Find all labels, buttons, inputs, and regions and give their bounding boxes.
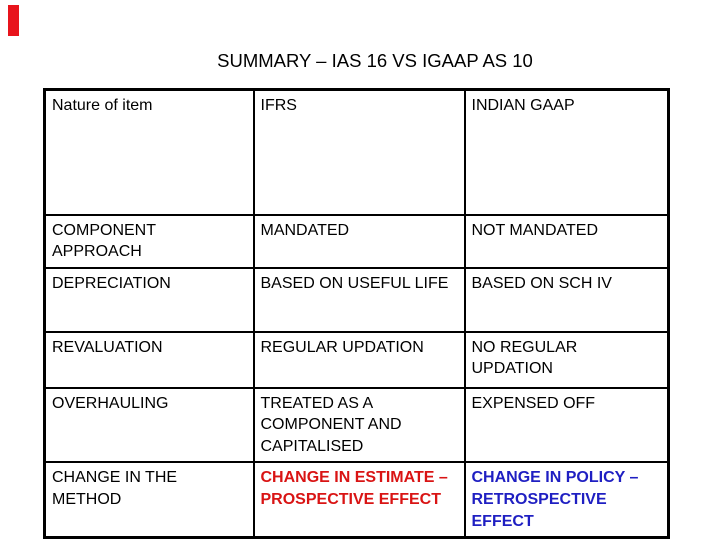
header-cell-indian-gaap: INDIAN GAAP xyxy=(463,88,670,216)
cell-depreciation-igaap: BASED ON SCH IV xyxy=(463,266,670,333)
header-cell-nature-of-item: Nature of item xyxy=(43,88,255,216)
table-row: CHANGE IN THE METHOD CHANGE IN ESTIMATE … xyxy=(43,461,670,539)
cell-overhauling: OVERHAULING xyxy=(43,386,255,464)
cell-depreciation-ifrs: BASED ON USEFUL LIFE xyxy=(252,266,466,333)
cell-component-approach-ifrs: MANDATED xyxy=(252,213,466,269)
slide-title: SUMMARY – IAS 16 VS IGAAP AS 10 xyxy=(217,50,533,71)
table-row: OVERHAULING TREATED AS A COMPONENT AND C… xyxy=(43,386,670,464)
table-row: DEPRECIATION BASED ON USEFUL LIFE BASED … xyxy=(43,266,670,333)
table-row: REVALUATION REGULAR UPDATION NO REGULAR … xyxy=(43,330,670,389)
red-accent-bar xyxy=(8,5,19,36)
cell-revaluation-ifrs: REGULAR UPDATION xyxy=(252,330,466,389)
cell-depreciation: DEPRECIATION xyxy=(43,266,255,333)
cell-change-in-method-ifrs: CHANGE IN ESTIMATE – PROSPECTIVE EFFECT xyxy=(252,461,466,539)
cell-change-in-method-igaap: CHANGE IN POLICY – RETROSPECTIVE EFFECT xyxy=(463,461,670,539)
cell-change-in-method: CHANGE IN THE METHOD xyxy=(43,461,255,539)
cell-overhauling-ifrs: TREATED AS A COMPONENT AND CAPITALISED xyxy=(252,386,466,464)
table-row: COMPONENT APPROACH MANDATED NOT MANDATED xyxy=(43,213,670,269)
comparison-table: Nature of item IFRS INDIAN GAAP COMPONEN… xyxy=(43,88,670,540)
cell-component-approach-igaap: NOT MANDATED xyxy=(463,213,670,269)
table-header-row: Nature of item IFRS INDIAN GAAP xyxy=(43,88,670,216)
header-cell-ifrs: IFRS xyxy=(252,88,466,216)
cell-revaluation-igaap: NO REGULAR UPDATION xyxy=(463,330,670,389)
cell-revaluation: REVALUATION xyxy=(43,330,255,389)
cell-component-approach: COMPONENT APPROACH xyxy=(43,213,255,269)
cell-overhauling-igaap: EXPENSED OFF xyxy=(463,386,670,464)
